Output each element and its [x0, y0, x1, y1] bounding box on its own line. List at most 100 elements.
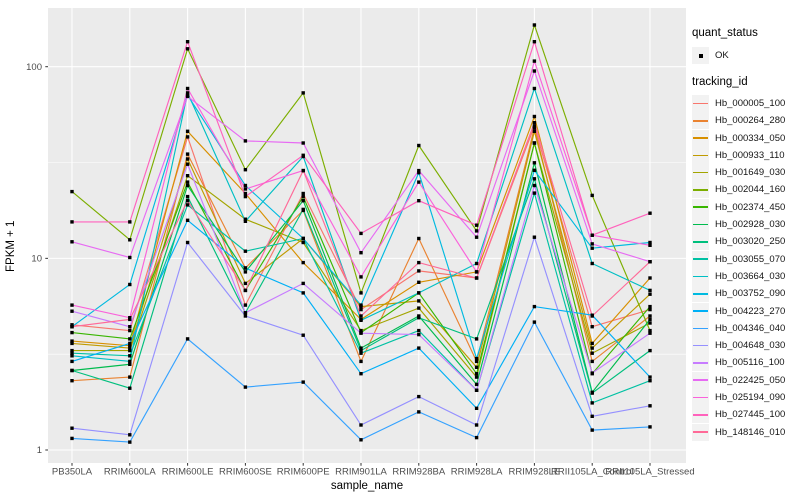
data-point-marker [590, 261, 594, 266]
data-point-marker [70, 354, 74, 358]
data-point-marker [417, 394, 421, 399]
data-point-marker [474, 375, 479, 379]
data-point-marker [185, 199, 190, 203]
data-point-marker [128, 354, 132, 358]
data-point-marker [532, 69, 537, 73]
legend-key [692, 371, 709, 389]
legend-item-label: Hb_004648_030 [715, 340, 786, 352]
legend-item-Hb_000264_280: Hb_000264_280 [692, 112, 799, 130]
data-point-marker [185, 174, 190, 178]
data-point-marker [648, 276, 652, 280]
line-swatch-icon [693, 344, 708, 347]
data-point-marker [359, 346, 363, 350]
data-point-marker [648, 288, 652, 293]
legend-item-Hb_003664_030: Hb_003664_030 [692, 267, 799, 285]
data-point-marker [417, 168, 421, 173]
legend-item-Hb_005116_100: Hb_005116_100 [692, 354, 799, 372]
legend-key [692, 146, 709, 164]
data-point-marker [474, 229, 479, 233]
legend-item-ok: OK [692, 47, 799, 64]
data-point-marker [185, 129, 190, 133]
legend-item-label: Hb_004346_040 [715, 322, 786, 334]
legend-item-label: Hb_000005_100 [715, 98, 786, 109]
data-point-marker [474, 406, 479, 410]
data-point-marker [70, 426, 74, 430]
data-point-marker [243, 139, 248, 143]
legend-item-label: Hb_025194_090 [715, 392, 786, 404]
x-tick-label: PB350LA [52, 467, 93, 478]
data-point-marker [648, 260, 652, 264]
legend-item-label: Hb_000264_280 [715, 115, 786, 127]
data-point-marker [359, 318, 363, 322]
data-point-marker [474, 223, 479, 227]
line-swatch-icon [693, 102, 708, 105]
data-point-marker [359, 307, 363, 312]
data-point-marker [70, 379, 74, 383]
data-point-marker [648, 321, 652, 325]
data-point-marker [532, 23, 537, 27]
data-point-marker [70, 240, 74, 244]
data-point-marker [417, 328, 421, 333]
data-point-marker [243, 314, 248, 318]
line-swatch-icon [693, 396, 708, 399]
data-point-marker [185, 91, 190, 95]
x-tick-label: RRIM901LA [335, 467, 387, 478]
data-point-marker [301, 194, 305, 199]
data-point-marker [648, 331, 652, 335]
data-point-marker [359, 438, 363, 442]
data-point-marker [359, 303, 363, 307]
x-tick-label: RRIM928LA [451, 467, 503, 478]
data-point-marker [128, 362, 132, 366]
legend-item-label: Hb_004223_270 [715, 305, 786, 317]
data-point-marker [532, 235, 537, 239]
x-tick-label: RRIM600LA [104, 467, 156, 478]
legend-key [692, 129, 709, 147]
data-point-marker [128, 348, 132, 353]
legend-key [692, 423, 709, 441]
data-point-marker [185, 194, 190, 199]
legend-item-label: OK [715, 50, 729, 61]
data-point-marker [243, 183, 248, 188]
data-point-marker [185, 86, 190, 91]
legend-item-label: Hb_001649_030 [715, 167, 786, 179]
data-point-marker [474, 382, 479, 387]
data-point-marker [185, 40, 190, 44]
legend-item-Hb_022425_050: Hb_022425_050 [692, 371, 799, 389]
data-point-marker [128, 386, 132, 390]
data-point-marker [128, 220, 132, 224]
data-point-marker [301, 281, 305, 286]
data-point-marker [532, 59, 537, 63]
x-tick-label: RRIM600PE [277, 467, 330, 478]
data-point-marker [70, 323, 74, 327]
legend-item-label: Hb_027445_100 [715, 409, 786, 421]
data-point-marker [417, 143, 421, 148]
legend-item-Hb_002044_160: Hb_002044_160 [692, 181, 799, 199]
panel-background [48, 8, 686, 463]
data-point-marker [648, 404, 652, 408]
data-point-marker [359, 328, 363, 333]
data-point-marker [301, 168, 305, 173]
data-point-marker [417, 332, 421, 337]
legend-item-Hb_003020_250: Hb_003020_250 [692, 233, 799, 251]
legend-key [692, 198, 709, 216]
data-point-marker [474, 270, 479, 274]
legend-title-tracking-id: tracking_id [692, 76, 748, 88]
legend-item-Hb_003055_070: Hb_003055_070 [692, 250, 799, 268]
data-point-marker [243, 281, 248, 286]
data-point-marker [70, 351, 74, 355]
legend-key [692, 112, 709, 130]
data-point-marker [590, 325, 594, 329]
data-point-marker [243, 303, 248, 307]
data-point-marker [243, 270, 248, 274]
legend-key [692, 164, 709, 182]
data-point-marker [243, 249, 248, 253]
data-point-marker [70, 303, 74, 307]
legend-item-label: Hb_005116_100 [715, 357, 785, 369]
data-point-marker [70, 359, 74, 364]
y-tick-label: 1 [37, 445, 42, 456]
data-point-marker [359, 291, 363, 295]
legend-key [692, 337, 709, 355]
data-point-marker [359, 314, 363, 318]
legend-key [692, 181, 709, 199]
y-tick-label: 10 [31, 254, 42, 265]
